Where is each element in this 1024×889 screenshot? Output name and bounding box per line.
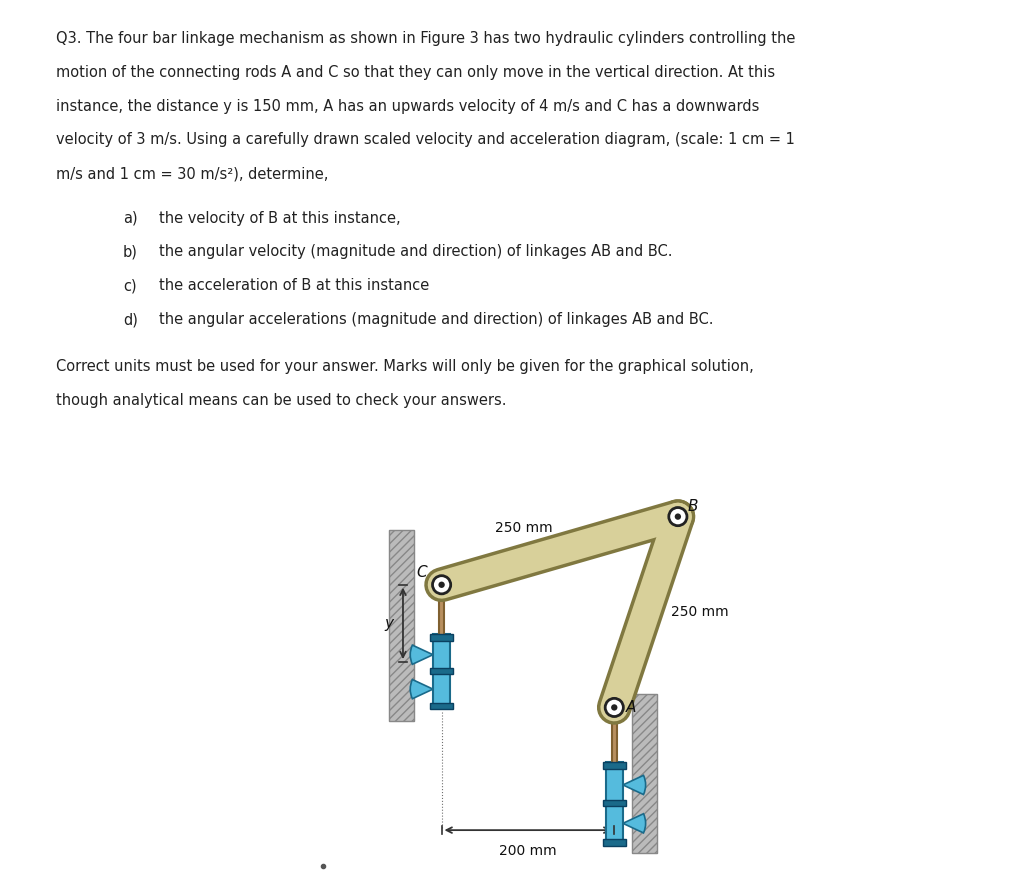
Text: d): d): [123, 312, 138, 327]
Bar: [430, 634, 453, 641]
Circle shape: [669, 508, 687, 525]
Text: b): b): [123, 244, 138, 260]
Text: C: C: [417, 565, 427, 580]
Bar: [430, 669, 453, 674]
Text: Correct units must be used for your answer. Marks will only be given for the gra: Correct units must be used for your answ…: [56, 359, 754, 374]
Bar: [389, 530, 415, 721]
Bar: [612, 712, 616, 765]
Circle shape: [605, 699, 624, 717]
Text: though analytical means can be used to check your answers.: though analytical means can be used to c…: [56, 393, 507, 408]
Text: 250 mm: 250 mm: [671, 605, 729, 619]
Bar: [605, 762, 623, 844]
Text: Q3. The four bar linkage mechanism as shown in Figure 3 has two hydraulic cylind: Q3. The four bar linkage mechanism as sh…: [56, 31, 796, 46]
Text: the angular accelerations (magnitude and direction) of linkages AB and BC.: the angular accelerations (magnitude and…: [159, 312, 714, 327]
Circle shape: [611, 704, 617, 710]
Text: m/s and 1 cm = 30 m/s²), determine,: m/s and 1 cm = 30 m/s²), determine,: [56, 166, 329, 181]
Circle shape: [438, 581, 444, 588]
Bar: [633, 693, 657, 853]
Text: instance, the distance y is 150 mm, A has an upwards velocity of 4 m/s and C has: instance, the distance y is 150 mm, A ha…: [56, 99, 760, 114]
Text: B: B: [688, 499, 698, 514]
Text: 200 mm: 200 mm: [499, 844, 557, 858]
Text: the velocity of B at this instance,: the velocity of B at this instance,: [159, 211, 400, 226]
Circle shape: [432, 576, 451, 594]
Wedge shape: [623, 813, 645, 833]
Bar: [430, 702, 453, 709]
Wedge shape: [411, 679, 433, 699]
Text: y: y: [385, 616, 394, 631]
Text: A: A: [626, 700, 636, 715]
Wedge shape: [623, 775, 645, 795]
Text: the angular velocity (magnitude and direction) of linkages AB and BC.: the angular velocity (magnitude and dire…: [159, 244, 672, 260]
Bar: [389, 530, 415, 721]
Text: c): c): [123, 278, 136, 293]
Bar: [603, 762, 626, 769]
Bar: [633, 693, 657, 853]
Bar: [603, 800, 626, 805]
Bar: [603, 839, 626, 845]
Bar: [439, 589, 443, 637]
Circle shape: [675, 514, 681, 520]
Text: 250 mm: 250 mm: [495, 521, 552, 535]
Wedge shape: [411, 645, 433, 664]
Text: the acceleration of B at this instance: the acceleration of B at this instance: [159, 278, 429, 293]
Text: velocity of 3 m/s. Using a carefully drawn scaled velocity and acceleration diag: velocity of 3 m/s. Using a carefully dra…: [56, 132, 796, 148]
Text: a): a): [123, 211, 137, 226]
Bar: [433, 634, 451, 708]
Text: motion of the connecting rods A and C so that they can only move in the vertical: motion of the connecting rods A and C so…: [56, 65, 775, 80]
